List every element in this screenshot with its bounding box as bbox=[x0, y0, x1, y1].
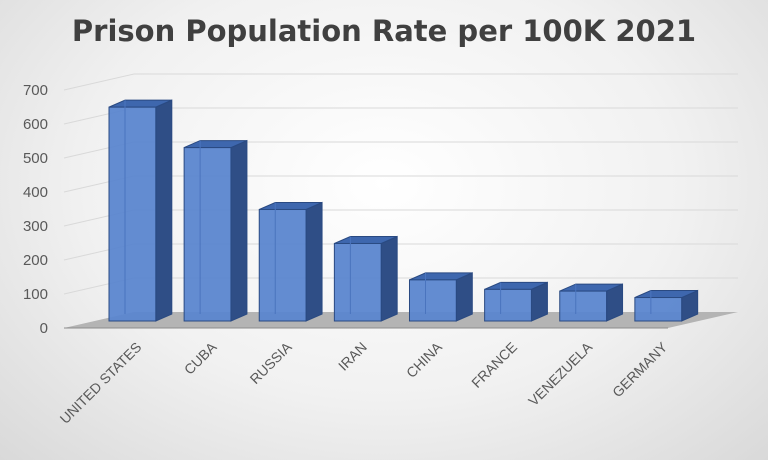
bar-side bbox=[455, 272, 473, 322]
x-tick-label: VENEZUELA bbox=[525, 338, 596, 409]
bar-front bbox=[183, 147, 232, 322]
gridline-side bbox=[63, 73, 135, 91]
bar-front bbox=[559, 290, 608, 322]
y-tick-label: 400 bbox=[23, 184, 48, 201]
bar-front bbox=[408, 279, 457, 322]
y-tick-label: 700 bbox=[23, 82, 48, 99]
bar-side bbox=[305, 201, 323, 322]
x-tick-label: GERMANY bbox=[609, 338, 671, 400]
bar-front bbox=[484, 288, 532, 322]
bar-side bbox=[155, 99, 173, 322]
bar-cuba bbox=[183, 139, 248, 322]
bar-front bbox=[108, 106, 157, 322]
bar-front bbox=[258, 208, 307, 322]
bar-united-states bbox=[108, 99, 173, 322]
bar-iran bbox=[333, 235, 398, 322]
x-tick-label: FRANCE bbox=[468, 339, 520, 391]
bar-france bbox=[484, 281, 548, 322]
bar-germany bbox=[634, 289, 699, 322]
x-tick-label: IRAN bbox=[335, 339, 370, 374]
x-tick-label: CUBA bbox=[181, 338, 220, 377]
x-tick-label: RUSSIA bbox=[247, 338, 296, 387]
y-tick-label: 500 bbox=[23, 150, 48, 167]
chart-title: Prison Population Rate per 100K 2021 bbox=[71, 14, 697, 48]
bar-russia bbox=[258, 201, 323, 322]
y-tick-label: 600 bbox=[23, 116, 48, 133]
x-tick-label: CHINA bbox=[403, 338, 446, 381]
bar-side bbox=[380, 235, 398, 322]
y-tick-label: 0 bbox=[40, 320, 48, 337]
bar-front bbox=[333, 242, 382, 322]
y-tick-label: 300 bbox=[23, 218, 48, 235]
bar-china bbox=[408, 272, 473, 322]
bar-front bbox=[634, 297, 683, 322]
bar-venezuela bbox=[559, 283, 624, 322]
x-tick-label: UNITED STATES bbox=[57, 339, 145, 427]
y-tick-label: 100 bbox=[23, 286, 48, 303]
y-tick-label: 200 bbox=[23, 252, 48, 269]
bar-side bbox=[230, 139, 248, 322]
